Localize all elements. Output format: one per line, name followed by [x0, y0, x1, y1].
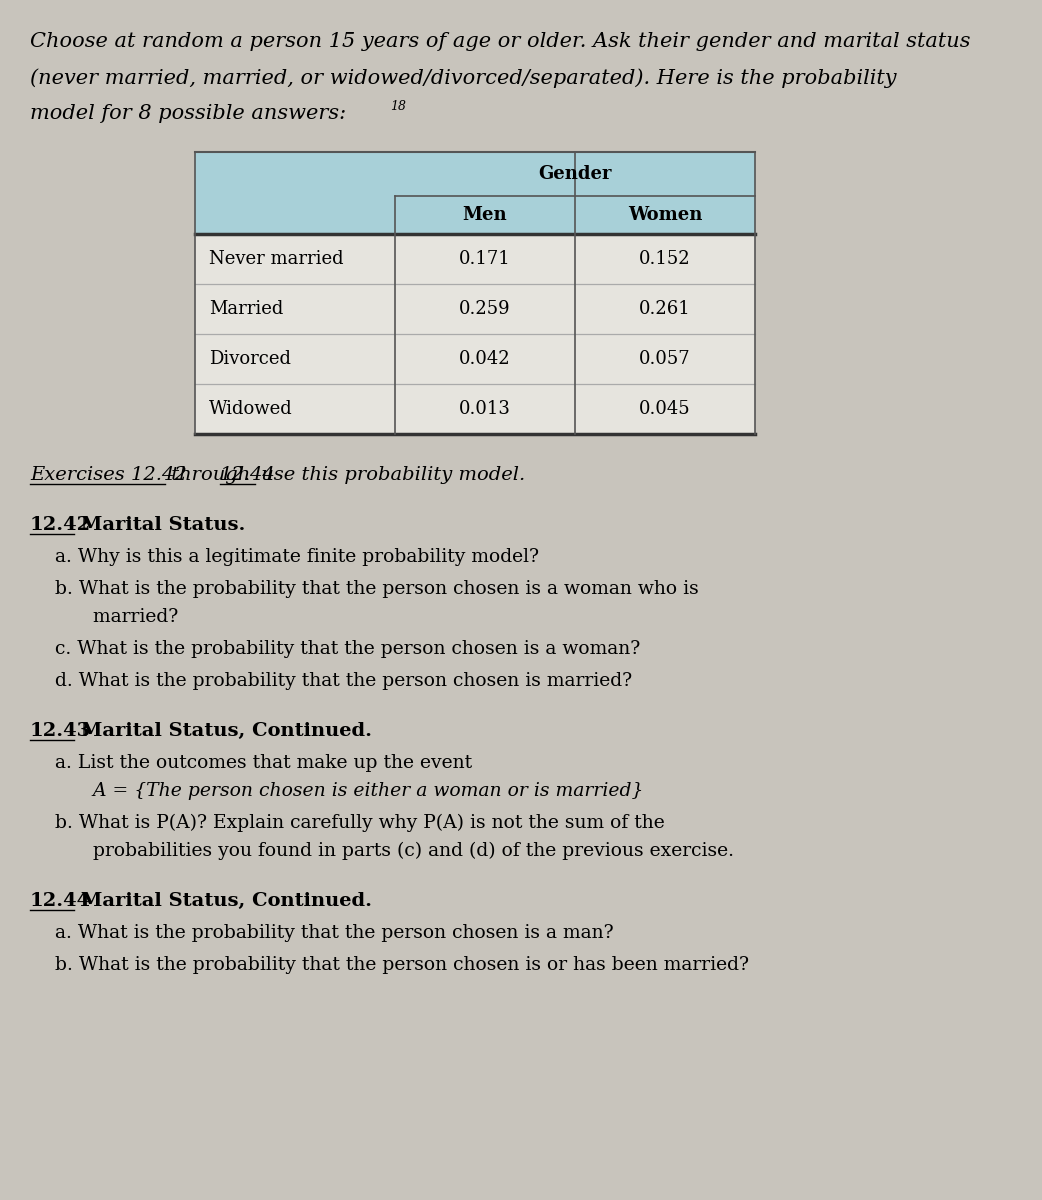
Text: Gender: Gender: [539, 164, 612, 182]
Text: 0.171: 0.171: [460, 250, 511, 268]
Text: 0.259: 0.259: [460, 300, 511, 318]
Text: probabilities you found in parts (c) and (d) of the previous exercise.: probabilities you found in parts (c) and…: [75, 842, 734, 860]
Text: 12.44: 12.44: [30, 892, 91, 910]
Text: use this probability model.: use this probability model.: [255, 466, 525, 484]
Text: 12.44: 12.44: [220, 466, 276, 484]
Text: d. What is the probability that the person chosen is married?: d. What is the probability that the pers…: [55, 672, 632, 690]
Text: Divorced: Divorced: [209, 350, 291, 368]
Text: Widowed: Widowed: [209, 400, 293, 418]
FancyBboxPatch shape: [195, 234, 755, 284]
Text: Exercises 12.42: Exercises 12.42: [30, 466, 187, 484]
Text: Married: Married: [209, 300, 283, 318]
Text: Women: Women: [628, 206, 702, 224]
Text: Choose at random a person 15 years of age or older. Ask their gender and marital: Choose at random a person 15 years of ag…: [30, 32, 970, 50]
FancyBboxPatch shape: [195, 284, 755, 334]
Text: 0.045: 0.045: [639, 400, 691, 418]
Text: Men: Men: [463, 206, 507, 224]
Text: model for 8 possible answers:: model for 8 possible answers:: [30, 104, 346, 122]
Text: 0.013: 0.013: [460, 400, 511, 418]
Text: married?: married?: [75, 608, 178, 626]
Text: through: through: [165, 466, 256, 484]
Text: b. What is P(A)? Explain carefully why P(A) is not the sum of the: b. What is P(A)? Explain carefully why P…: [55, 814, 665, 833]
Text: 12.43: 12.43: [30, 722, 92, 740]
FancyBboxPatch shape: [195, 152, 755, 234]
Text: 12.42: 12.42: [30, 516, 91, 534]
Text: Marital Status, Continued.: Marital Status, Continued.: [74, 892, 372, 910]
Text: Never married: Never married: [209, 250, 344, 268]
FancyBboxPatch shape: [195, 384, 755, 434]
Text: 0.057: 0.057: [639, 350, 691, 368]
Text: 0.152: 0.152: [639, 250, 691, 268]
Text: Marital Status.: Marital Status.: [74, 516, 245, 534]
Text: a. List the outcomes that make up the event: a. List the outcomes that make up the ev…: [55, 754, 472, 772]
Text: b. What is the probability that the person chosen is a woman who is: b. What is the probability that the pers…: [55, 580, 699, 598]
Text: (never married, married, or widowed/divorced/separated). Here is the probability: (never married, married, or widowed/divo…: [30, 68, 896, 88]
FancyBboxPatch shape: [195, 334, 755, 384]
Text: 0.261: 0.261: [639, 300, 691, 318]
Text: Marital Status, Continued.: Marital Status, Continued.: [74, 722, 372, 740]
Text: 0.042: 0.042: [460, 350, 511, 368]
Text: 18: 18: [390, 100, 406, 113]
Text: b. What is the probability that the person chosen is or has been married?: b. What is the probability that the pers…: [55, 956, 749, 974]
Text: a. What is the probability that the person chosen is a man?: a. What is the probability that the pers…: [55, 924, 614, 942]
Text: A = {The person chosen is either a woman or is married}: A = {The person chosen is either a woman…: [75, 782, 643, 800]
Text: c. What is the probability that the person chosen is a woman?: c. What is the probability that the pers…: [55, 640, 640, 658]
Text: a. Why is this a legitimate finite probability model?: a. Why is this a legitimate finite proba…: [55, 548, 539, 566]
